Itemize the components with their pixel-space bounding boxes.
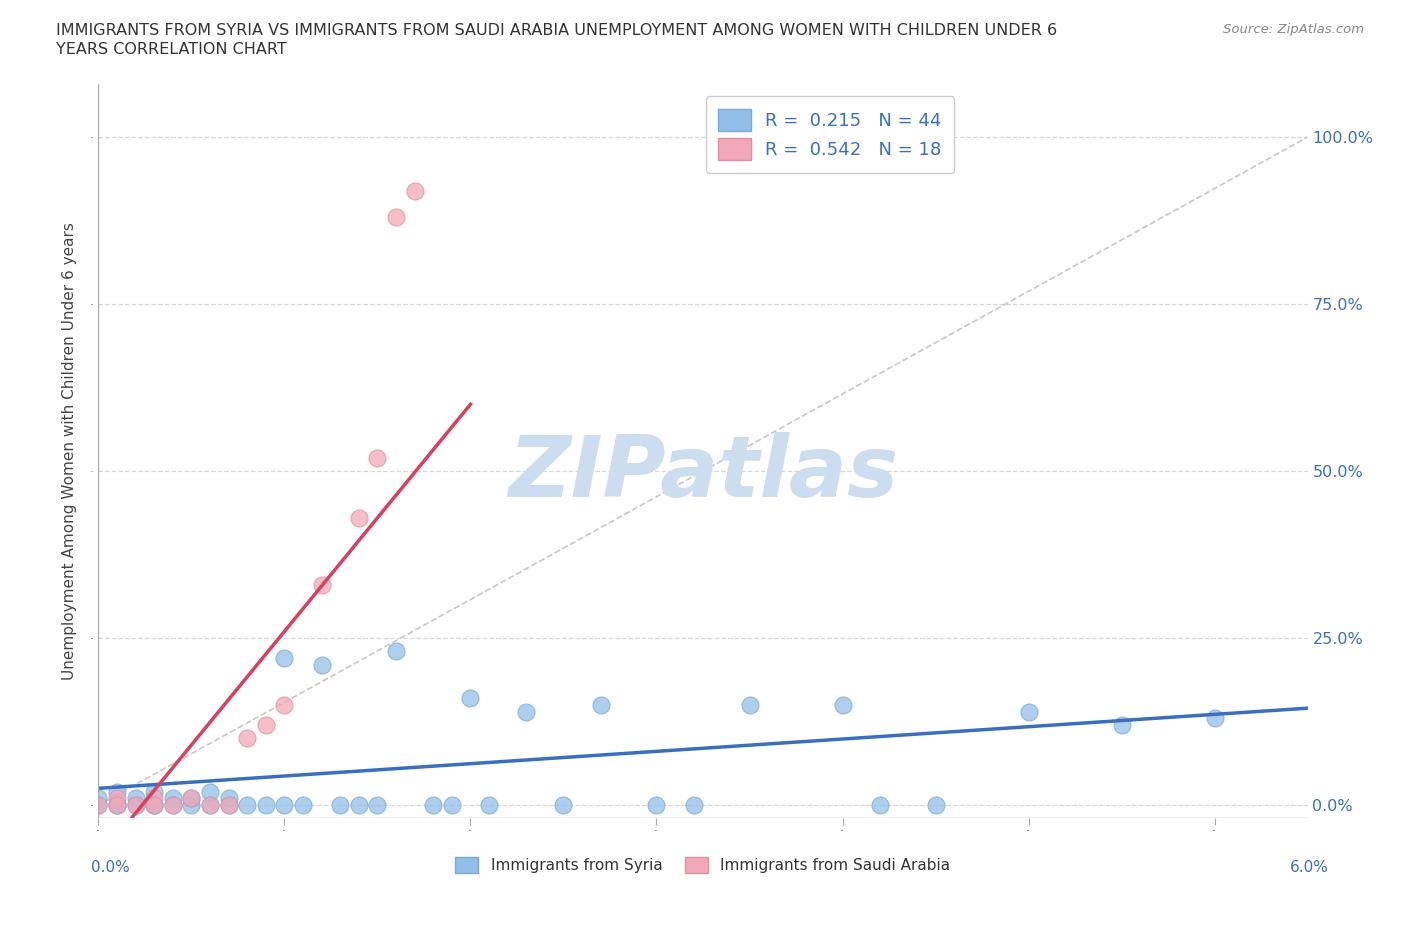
Point xyxy=(105,790,128,805)
Point xyxy=(105,798,128,813)
Point xyxy=(198,798,221,813)
Point xyxy=(515,704,537,719)
Point xyxy=(162,798,184,813)
Point xyxy=(1018,704,1040,719)
Point xyxy=(124,790,146,805)
Point xyxy=(180,790,202,805)
Point xyxy=(236,731,259,746)
Point xyxy=(831,698,853,712)
Point xyxy=(87,798,110,813)
Point xyxy=(198,798,221,813)
Text: 0.0%: 0.0% xyxy=(91,860,131,875)
Point xyxy=(440,798,463,813)
Point xyxy=(180,790,202,805)
Text: 6.0%: 6.0% xyxy=(1289,860,1329,875)
Point xyxy=(385,644,408,658)
Point xyxy=(236,798,259,813)
Point xyxy=(347,511,370,525)
Point xyxy=(589,698,612,712)
Point xyxy=(385,210,408,225)
Point xyxy=(105,798,128,813)
Point xyxy=(218,798,240,813)
Point xyxy=(198,784,221,799)
Point xyxy=(645,798,668,813)
Point xyxy=(254,798,277,813)
Point xyxy=(292,798,315,813)
Point xyxy=(553,798,575,813)
Legend: Immigrants from Syria, Immigrants from Saudi Arabia: Immigrants from Syria, Immigrants from S… xyxy=(449,849,957,881)
Point xyxy=(273,651,295,666)
Point xyxy=(218,790,240,805)
Point xyxy=(682,798,704,813)
Point xyxy=(924,798,946,813)
Y-axis label: Unemployment Among Women with Children Under 6 years: Unemployment Among Women with Children U… xyxy=(62,222,76,680)
Point xyxy=(273,698,295,712)
Point xyxy=(162,790,184,805)
Point xyxy=(422,798,444,813)
Point xyxy=(311,658,333,672)
Point xyxy=(738,698,761,712)
Point xyxy=(87,798,110,813)
Point xyxy=(143,798,166,813)
Point xyxy=(143,798,166,813)
Point xyxy=(218,798,240,813)
Point xyxy=(143,798,166,813)
Point xyxy=(143,784,166,799)
Point xyxy=(273,798,295,813)
Point xyxy=(124,798,146,813)
Point xyxy=(366,798,388,813)
Point xyxy=(105,784,128,799)
Point xyxy=(478,798,501,813)
Point xyxy=(311,578,333,592)
Point xyxy=(143,790,166,805)
Point xyxy=(1111,717,1133,732)
Point xyxy=(329,798,352,813)
Point xyxy=(460,691,482,706)
Text: YEARS CORRELATION CHART: YEARS CORRELATION CHART xyxy=(56,42,287,57)
Text: IMMIGRANTS FROM SYRIA VS IMMIGRANTS FROM SAUDI ARABIA UNEMPLOYMENT AMONG WOMEN W: IMMIGRANTS FROM SYRIA VS IMMIGRANTS FROM… xyxy=(56,23,1057,38)
Point xyxy=(347,798,370,813)
Text: Source: ZipAtlas.com: Source: ZipAtlas.com xyxy=(1223,23,1364,36)
Text: ZIPatlas: ZIPatlas xyxy=(508,432,898,514)
Point xyxy=(366,450,388,465)
Point xyxy=(162,798,184,813)
Point xyxy=(404,183,426,198)
Point xyxy=(254,717,277,732)
Point xyxy=(87,790,110,805)
Point xyxy=(1204,711,1226,725)
Point xyxy=(105,798,128,813)
Point xyxy=(180,798,202,813)
Point xyxy=(124,798,146,813)
Point xyxy=(869,798,891,813)
